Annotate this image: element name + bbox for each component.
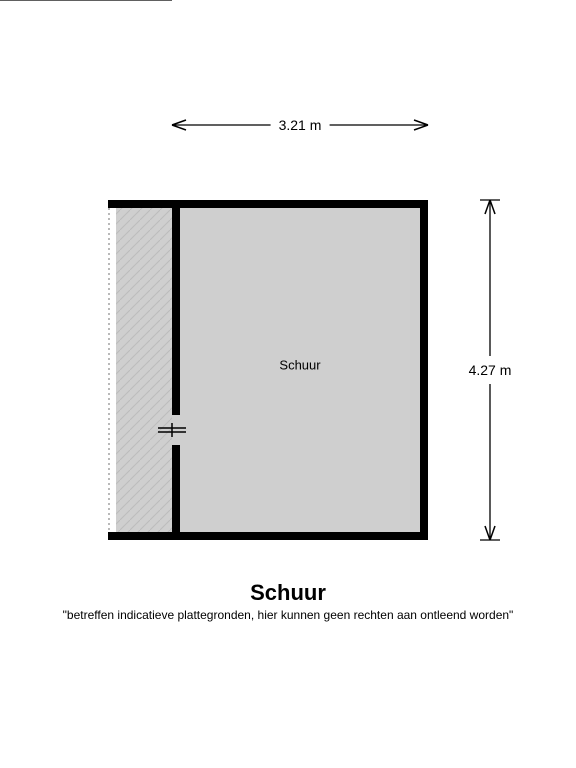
room-label: Schuur xyxy=(279,358,320,373)
floorplan-svg xyxy=(0,0,576,768)
plan-title: Schuur xyxy=(250,580,326,606)
dim-right-label: 4.27 m xyxy=(469,356,512,384)
floorplan-canvas: Schuur 3.21 m 4.27 m Schuur "betreffen i… xyxy=(0,0,576,768)
plan-caption: "betreffen indicatieve plattegronden, hi… xyxy=(8,608,568,622)
dim-top-label: 3.21 m xyxy=(271,117,330,133)
